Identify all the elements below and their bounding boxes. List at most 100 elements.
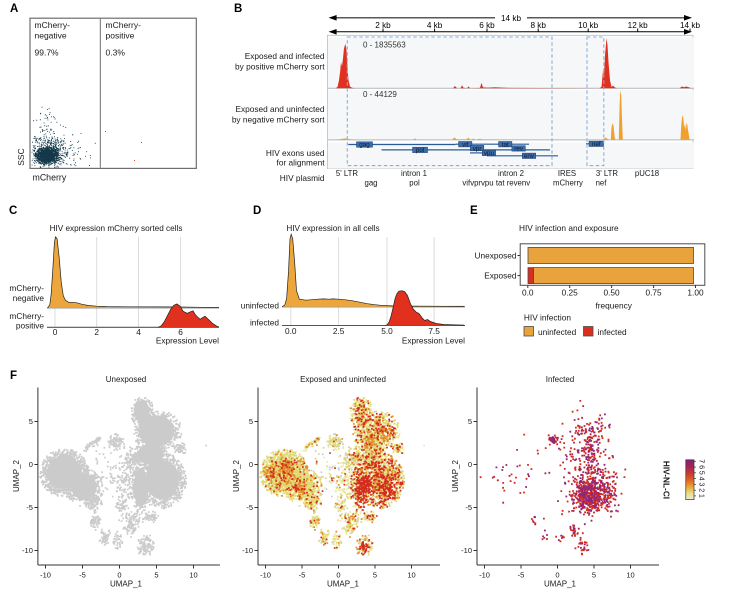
svg-text:2 kb: 2 kb [375,21,391,30]
svg-text:5: 5 [373,571,377,580]
svg-text:0.0: 0.0 [285,326,297,336]
svg-text:7: 7 [698,459,707,463]
svg-text:1: 1 [698,494,707,498]
svg-text:4 kb: 4 kb [427,21,443,30]
svg-text:0.25: 0.25 [562,288,579,298]
svg-text:D: D [253,205,261,217]
svg-text:intron 1: intron 1 [401,169,427,178]
svg-text:gag: gag [359,142,370,149]
svg-text:6 kb: 6 kb [479,21,495,30]
svg-text:UMAP_2: UMAP_2 [12,459,21,492]
svg-text:5: 5 [592,571,596,580]
svg-text:14 kb: 14 kb [680,21,700,30]
svg-text:UMAP_1: UMAP_1 [110,580,143,589]
svg-text:UMAP_2: UMAP_2 [451,459,460,492]
svg-text:infected: infected [250,317,279,327]
svg-text:-10: -10 [461,546,472,555]
svg-text:0: 0 [53,327,58,337]
svg-text:0: 0 [117,571,121,580]
svg-text:negative: negative [13,293,45,303]
svg-text:0.3%: 0.3% [106,48,126,58]
svg-text:IRES: IRES [558,169,576,178]
svg-text:5: 5 [468,417,472,426]
svg-text:-10: -10 [479,571,490,580]
svg-text:-5: -5 [518,571,525,580]
svg-text:Infected: Infected [546,375,574,384]
svg-text:-5: -5 [79,571,86,580]
svg-text:-5: -5 [299,571,306,580]
svg-text:nef: nef [592,141,601,148]
svg-text:Unexposed: Unexposed [106,375,146,384]
svg-text:2: 2 [698,488,707,492]
svg-text:UMAP_2: UMAP_2 [232,459,241,492]
svg-text:mCherry: mCherry [553,179,583,188]
svg-text:UMAP_1: UMAP_1 [327,580,360,589]
svg-text:4: 4 [698,477,707,481]
svg-text:4: 4 [136,327,141,337]
svg-text:12 kb: 12 kb [628,21,648,30]
svg-text:UMAP_1: UMAP_1 [544,580,577,589]
svg-text:E: E [470,205,478,217]
svg-text:HIV infection: HIV infection [524,313,571,323]
svg-text:8 kb: 8 kb [530,21,546,30]
svg-text:0 - 1835563: 0 - 1835563 [363,41,406,50]
svg-text:7.5: 7.5 [428,326,440,336]
svg-text:pol: pol [416,147,424,154]
svg-text:tat revenv: tat revenv [496,179,530,188]
svg-text:2: 2 [94,327,99,337]
svg-text:0: 0 [468,460,472,469]
svg-text:mCherry-: mCherry- [9,283,44,293]
svg-text:2.5: 2.5 [333,326,345,336]
svg-text:by negative mCherry sort: by negative mCherry sort [232,115,325,125]
svg-text:vif: vif [462,141,469,148]
svg-text:6: 6 [698,465,707,469]
svg-text:10: 10 [407,571,415,580]
svg-text:HIV expression mCherry sorted: HIV expression mCherry sorted cells [50,224,183,233]
svg-text:5.0: 5.0 [381,326,393,336]
svg-text:pUC18: pUC18 [635,169,659,178]
svg-text:by positive mCherry sort: by positive mCherry sort [235,62,325,72]
svg-text:rev: rev [514,146,524,153]
svg-text:mCherry: mCherry [33,173,67,183]
svg-text:5' LTR: 5' LTR [336,169,359,178]
svg-text:nef: nef [596,179,608,188]
svg-text:99.7%: 99.7% [35,48,60,58]
svg-text:positive: positive [106,31,135,41]
svg-text:HIV-NL-CI: HIV-NL-CI [662,461,672,499]
svg-text:0: 0 [249,460,253,469]
svg-text:0.0: 0.0 [522,288,534,298]
svg-text:10: 10 [189,571,197,580]
svg-text:5: 5 [249,417,253,426]
svg-text:0.50: 0.50 [604,288,621,298]
svg-text:mCherry-: mCherry- [106,20,142,30]
svg-text:negative: negative [35,31,67,41]
svg-text:5: 5 [698,471,707,475]
svg-text:Exposed and uninfected: Exposed and uninfected [235,104,324,114]
svg-text:mCherry-: mCherry- [35,20,71,30]
svg-text:vpu: vpu [484,150,495,157]
svg-text:intron 2: intron 2 [498,169,524,178]
svg-text:-5: -5 [26,503,33,512]
svg-text:vifvprvpu: vifvprvpu [462,179,493,188]
svg-text:0: 0 [29,460,33,469]
svg-text:Exposed and uninfected: Exposed and uninfected [300,375,386,384]
svg-text:F: F [10,370,17,382]
svg-text:0: 0 [336,571,340,580]
svg-text:Expression Level: Expression Level [156,336,219,346]
svg-text:-5: -5 [465,503,472,512]
svg-text:pol: pol [409,179,420,188]
svg-text:HIV plasmid: HIV plasmid [280,173,325,183]
svg-text:Expression Level: Expression Level [402,336,465,346]
svg-text:A: A [10,3,18,15]
svg-text:14 kb: 14 kb [501,14,521,23]
svg-text:gag: gag [364,179,377,188]
svg-text:1.00: 1.00 [687,288,704,298]
svg-text:3: 3 [698,482,707,486]
svg-text:for alignment: for alignment [277,158,326,168]
svg-text:0: 0 [555,571,559,580]
svg-text:-10: -10 [260,571,271,580]
svg-text:infected: infected [598,327,627,337]
svg-text:5: 5 [154,571,158,580]
svg-text:positive: positive [16,320,45,330]
svg-text:10 kb: 10 kb [578,21,598,30]
